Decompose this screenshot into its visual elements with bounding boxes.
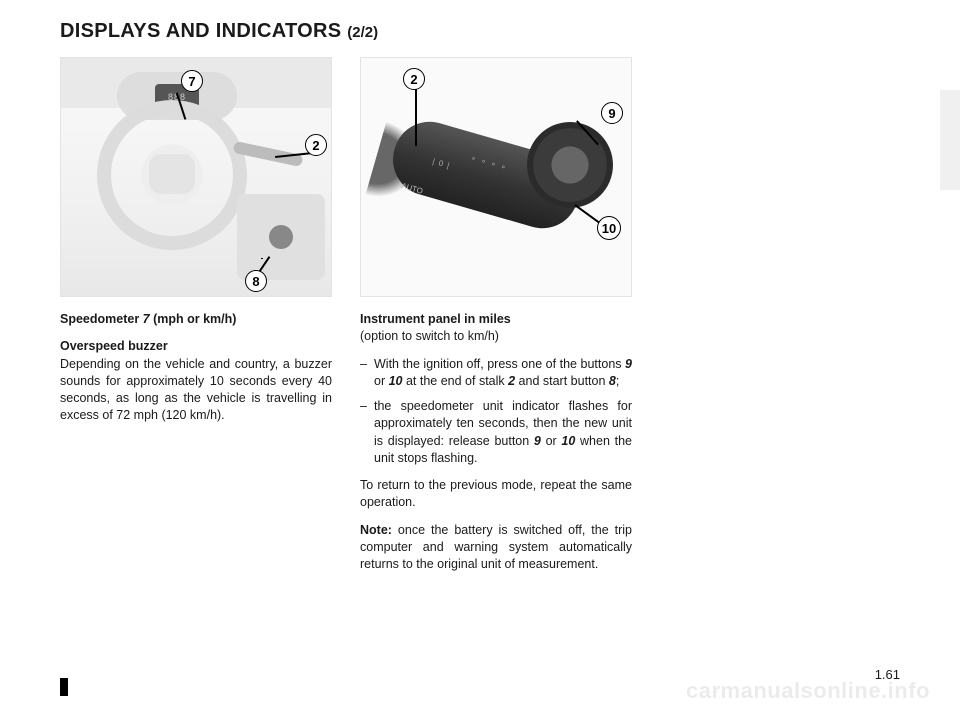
figure-interior: 31618 888 7	[60, 57, 332, 297]
miles-subheading: (option to switch to km/h)	[360, 329, 499, 343]
left-text: Speedometer 7 (mph or km/h) Overspeed bu…	[60, 311, 332, 425]
page-title-row: DISPLAYS AND INDICATORS (2/2)	[60, 20, 900, 43]
start-button-graphic	[269, 225, 293, 249]
ref-num: 9	[625, 357, 632, 371]
t: and start button	[515, 374, 609, 388]
steps-list: With the ignition off, press one of the …	[360, 356, 632, 468]
t: at the end of stalk	[403, 374, 509, 388]
ref-num: 8	[609, 374, 616, 388]
content-columns: 31618 888 7	[60, 57, 900, 583]
miles-heading: Instrument panel in miles	[360, 312, 511, 326]
t: or	[374, 374, 389, 388]
stalk-end-cap	[527, 122, 613, 208]
column-left: 31618 888 7	[60, 57, 332, 583]
section-tab	[940, 90, 960, 190]
callout-2: 2	[403, 68, 425, 90]
t: With the ignition off, press one of the …	[374, 357, 625, 371]
figure-stalk: 27454 | 0 | ◦ ◦ ◦ ◦ AUTO 2 9 10	[360, 57, 632, 297]
note-text: once the battery is switched off, the tr…	[360, 523, 632, 572]
miles-heading-block: Instrument panel in miles (option to swi…	[360, 311, 632, 346]
ref-num: 10	[561, 434, 575, 448]
right-text: Instrument panel in miles (option to swi…	[360, 311, 632, 573]
ref-num: 7	[143, 312, 150, 326]
callout-2: 2	[305, 134, 327, 156]
callout-9: 9	[601, 102, 623, 124]
note-block: Note: once the battery is switched off, …	[360, 522, 632, 574]
interior-illustration: 888	[61, 58, 331, 296]
speedometer-heading: Speedometer 7 (mph or km/h)	[60, 311, 332, 328]
callout-7: 7	[181, 70, 203, 92]
t: ;	[616, 374, 619, 388]
overspeed-heading: Overspeed buzzer	[60, 339, 168, 353]
column-right: 27454 | 0 | ◦ ◦ ◦ ◦ AUTO 2 9 10	[360, 57, 632, 583]
list-item: the speedometer unit indicator flashes f…	[360, 398, 632, 467]
overspeed-text: Depending on the vehicle and country, a …	[60, 357, 332, 423]
manual-page: DISPLAYS AND INDICATORS (2/2) 31618 888	[0, 0, 960, 710]
callout-10: 10	[597, 216, 621, 240]
return-mode-text: To return to the previous mode, repeat t…	[360, 477, 632, 512]
callout-8: 8	[245, 270, 267, 292]
stalk-illustration: | 0 | ◦ ◦ ◦ ◦ AUTO	[361, 58, 631, 296]
ref-num: 10	[389, 374, 403, 388]
footer-block-icon	[60, 678, 68, 696]
note-label: Note:	[360, 523, 392, 537]
label: (mph or km/h)	[150, 312, 237, 326]
page-title: DISPLAYS AND INDICATORS	[60, 20, 347, 42]
list-item: With the ignition off, press one of the …	[360, 356, 632, 391]
center-console	[237, 194, 325, 280]
label: Speedometer	[60, 312, 143, 326]
page-title-section: (2/2)	[347, 24, 378, 41]
leader-line	[415, 88, 417, 146]
watermark: carmanualsonline.info	[686, 678, 930, 704]
ref-num: 9	[534, 434, 541, 448]
steering-wheel-hub	[149, 154, 195, 194]
t: or	[541, 434, 562, 448]
overspeed-block: Overspeed buzzer Depending on the vehicl…	[60, 338, 332, 424]
